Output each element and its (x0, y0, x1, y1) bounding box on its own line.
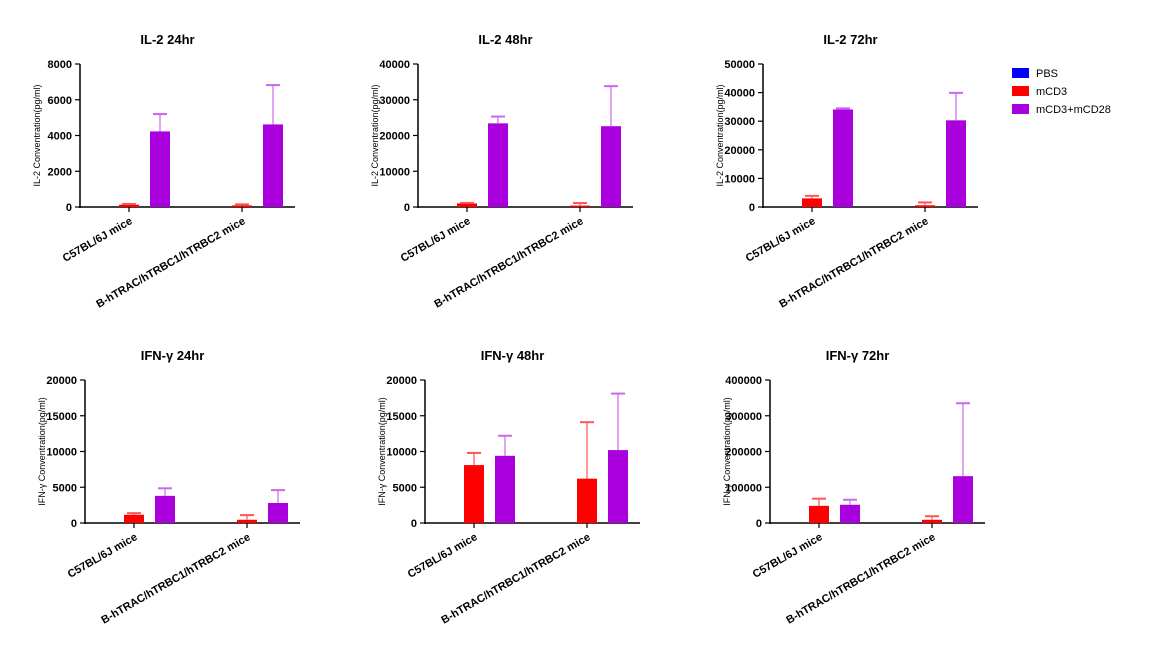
bar-mcd3-mcd28 (263, 124, 283, 207)
y-tick-label: 2000 (48, 166, 72, 178)
legend-swatch (1012, 68, 1029, 78)
y-tick-label: 0 (749, 202, 755, 214)
bar-mcd3-mcd28 (268, 502, 288, 523)
y-tick-label: 10000 (386, 447, 417, 459)
bar-mcd3 (802, 198, 822, 207)
y-tick-label: 15000 (46, 411, 77, 423)
y-tick-label: 0 (404, 202, 410, 214)
chart-panel: IFN-γ 48hr IFN-γ Conventration(pg/ml) 0 500… (377, 348, 640, 627)
legend-label: mCD3 (1036, 86, 1067, 98)
chart-panel: IFN-γ 24hr IFN-γ Conventration(pg/ml) 0 500… (37, 348, 300, 627)
y-tick-label: 400000 (725, 375, 762, 387)
y-tick-label: 10000 (46, 447, 77, 459)
chart-title: IL-2 48hr (478, 32, 532, 47)
y-tick-label: 20000 (379, 131, 410, 143)
x-tick-label: C57BL/6J mice (399, 215, 473, 265)
bar-mcd3 (922, 519, 942, 523)
x-tick-label: C57BL/6J mice (751, 531, 825, 581)
y-axis-label: IL-2 Conventration(pg/ml) (715, 84, 725, 186)
chart-panel: IFN-γ 72hr IFN-γ Conventration(pg/ml) 0 100… (722, 348, 985, 627)
chart-panel: IL-2 48hr IL-2 Conventration(pg/ml) 0 10000… (370, 32, 633, 311)
bar-mcd3-mcd28 (946, 120, 966, 207)
y-axis-label: IL-2 Conventration(pg/ml) (370, 84, 380, 186)
y-axis-label: IFN-γ Conventration(pg/ml) (722, 397, 732, 506)
y-axis-label: IL-2 Conventration(pg/ml) (32, 84, 42, 186)
bar-mcd3-mcd28 (953, 476, 973, 523)
y-tick-label: 100000 (725, 482, 762, 494)
chart-title: IFN-γ 72hr (826, 348, 890, 363)
y-axis-label: IFN-γ Conventration(pg/ml) (37, 397, 47, 506)
y-tick-label: 300000 (725, 411, 762, 423)
y-tick-label: 20000 (386, 375, 417, 387)
x-tick-label: C57BL/6J mice (61, 215, 135, 265)
bar-mcd3-mcd28 (150, 131, 170, 207)
bar-mcd3-mcd28 (833, 109, 853, 207)
y-axis-label: IFN-γ Conventration(pg/ml) (377, 397, 387, 506)
x-tick-label: C57BL/6J mice (744, 215, 818, 265)
bar-mcd3-mcd28 (608, 450, 628, 523)
y-tick-label: 0 (71, 518, 77, 530)
y-tick-label: 8000 (48, 59, 72, 71)
x-tick-label: C57BL/6J mice (406, 531, 480, 581)
legend: PBS mCD3 mCD3+mCD28 (1012, 68, 1111, 116)
bar-mcd3-mcd28 (601, 126, 621, 207)
legend-label: PBS (1036, 68, 1058, 80)
y-tick-label: 5000 (393, 482, 417, 494)
y-tick-label: 15000 (386, 411, 417, 423)
y-tick-label: 0 (66, 202, 72, 214)
chart-title: IL-2 24hr (140, 32, 194, 47)
bar-mcd3 (577, 478, 597, 523)
legend-label: mCD3+mCD28 (1036, 104, 1111, 116)
chart-title: IFN-γ 48hr (481, 348, 545, 363)
y-tick-label: 40000 (379, 59, 410, 71)
bar-mcd3 (124, 514, 144, 523)
chart-title: IL-2 72hr (823, 32, 877, 47)
bar-mcd3 (809, 505, 829, 523)
y-tick-label: 20000 (46, 375, 77, 387)
bar-mcd3 (119, 204, 139, 207)
y-tick-label: 0 (756, 518, 762, 530)
legend-swatch (1012, 86, 1029, 96)
bar-mcd3 (457, 203, 477, 207)
y-tick-label: 30000 (379, 95, 410, 107)
bar-mcd3-mcd28 (840, 504, 860, 523)
bar-mcd3 (237, 519, 257, 523)
y-tick-label: 200000 (725, 447, 762, 459)
y-tick-label: 10000 (724, 173, 755, 185)
y-tick-label: 30000 (724, 116, 755, 128)
bar-mcd3-mcd28 (495, 455, 515, 523)
y-tick-label: 50000 (724, 59, 755, 71)
bar-mcd3 (570, 205, 590, 207)
bar-mcd3-mcd28 (488, 123, 508, 207)
y-tick-label: 4000 (48, 131, 72, 143)
chart-panel: IL-2 24hr IL-2 Conventration(pg/ml) 0 2000 4… (32, 32, 295, 311)
y-tick-label: 10000 (379, 166, 410, 178)
chart-title: IFN-γ 24hr (141, 348, 205, 363)
y-tick-label: 0 (411, 518, 417, 530)
x-tick-label: C57BL/6J mice (66, 531, 140, 581)
chart-panel: IL-2 72hr IL-2 Conventration(pg/ml) 0 10000… (715, 32, 978, 311)
bar-mcd3 (464, 465, 484, 523)
y-tick-label: 6000 (48, 95, 72, 107)
y-tick-label: 40000 (724, 88, 755, 100)
bar-mcd3 (232, 205, 252, 207)
y-tick-label: 5000 (53, 482, 77, 494)
y-tick-label: 20000 (724, 145, 755, 157)
legend-swatch (1012, 104, 1029, 114)
bar-mcd3 (915, 205, 935, 207)
bar-mcd3-mcd28 (155, 495, 175, 523)
